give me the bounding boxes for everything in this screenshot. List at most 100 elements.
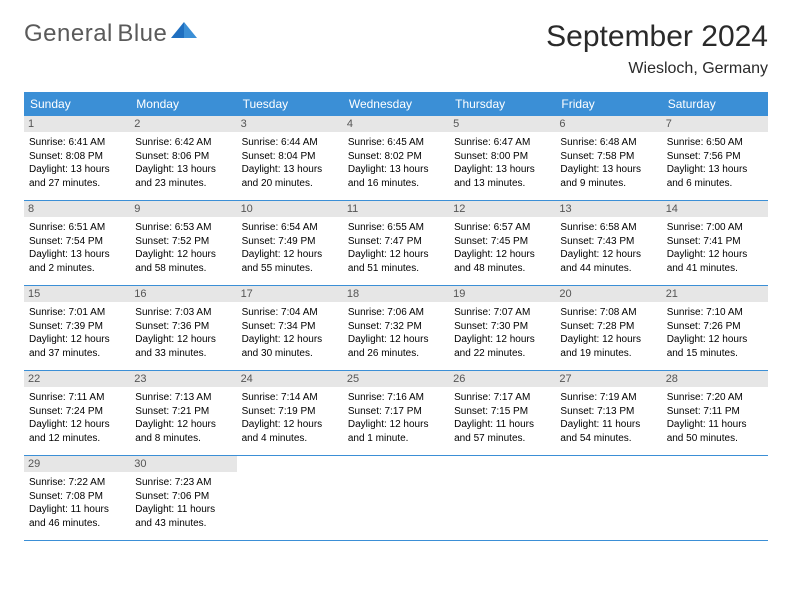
- day-number: 21: [662, 286, 768, 302]
- weekday-header: Monday: [130, 92, 236, 116]
- day-body: Sunrise: 6:45 AMSunset: 8:02 PMDaylight:…: [348, 136, 444, 190]
- day-number: 3: [237, 116, 343, 132]
- day-body: Sunrise: 6:48 AMSunset: 7:58 PMDaylight:…: [560, 136, 656, 190]
- day-cell: 17 Sunrise: 7:04 AMSunset: 7:34 PMDayligh…: [237, 286, 343, 370]
- logo-word1: General: [24, 20, 113, 47]
- day-number: 17: [237, 286, 343, 302]
- day-cell: [449, 456, 555, 540]
- day-cell: [662, 456, 768, 540]
- day-body: Sunrise: 7:16 AMSunset: 7:17 PMDaylight:…: [348, 391, 444, 445]
- day-body: Sunrise: 6:58 AMSunset: 7:43 PMDaylight:…: [560, 221, 656, 275]
- day-cell: 7 Sunrise: 6:50 AMSunset: 7:56 PMDaylight…: [662, 116, 768, 200]
- day-number: 30: [130, 456, 236, 472]
- day-cell: 29Sunrise: 7:22 AMSunset: 7:08 PMDayligh…: [24, 456, 130, 540]
- day-cell: 14 Sunrise: 7:00 AMSunset: 7:41 PMDayligh…: [662, 201, 768, 285]
- day-cell: 22Sunrise: 7:11 AMSunset: 7:24 PMDayligh…: [24, 371, 130, 455]
- day-cell: [237, 456, 343, 540]
- day-cell: 6 Sunrise: 6:48 AMSunset: 7:58 PMDaylight…: [555, 116, 661, 200]
- day-cell: 8 Sunrise: 6:51 AMSunset: 7:54 PMDaylight…: [24, 201, 130, 285]
- day-number: 22: [24, 371, 130, 387]
- day-body: Sunrise: 7:20 AMSunset: 7:11 PMDaylight:…: [667, 391, 763, 445]
- day-body: Sunrise: 6:57 AMSunset: 7:45 PMDaylight:…: [454, 221, 550, 275]
- weekday-header: Saturday: [662, 92, 768, 116]
- day-body: Sunrise: 6:42 AMSunset: 8:06 PMDaylight:…: [135, 136, 231, 190]
- day-cell: 13 Sunrise: 6:58 AMSunset: 7:43 PMDayligh…: [555, 201, 661, 285]
- day-number: 5: [449, 116, 555, 132]
- day-cell: 3 Sunrise: 6:44 AMSunset: 8:04 PMDaylight…: [237, 116, 343, 200]
- day-number: 12: [449, 201, 555, 217]
- day-body: Sunrise: 7:08 AMSunset: 7:28 PMDaylight:…: [560, 306, 656, 360]
- day-cell: 5 Sunrise: 6:47 AMSunset: 8:00 PMDaylight…: [449, 116, 555, 200]
- calendar-week-row: 22Sunrise: 7:11 AMSunset: 7:24 PMDayligh…: [24, 371, 768, 456]
- day-number: 11: [343, 201, 449, 217]
- day-cell: 27Sunrise: 7:19 AMSunset: 7:13 PMDayligh…: [555, 371, 661, 455]
- day-cell: 11 Sunrise: 6:55 AMSunset: 7:47 PMDayligh…: [343, 201, 449, 285]
- day-body: Sunrise: 6:54 AMSunset: 7:49 PMDaylight:…: [242, 221, 338, 275]
- day-body: Sunrise: 6:50 AMSunset: 7:56 PMDaylight:…: [667, 136, 763, 190]
- weekday-header: Friday: [555, 92, 661, 116]
- day-body: Sunrise: 7:04 AMSunset: 7:34 PMDaylight:…: [242, 306, 338, 360]
- logo-icon: [171, 20, 197, 43]
- weeks-container: 1 Sunrise: 6:41 AMSunset: 8:08 PMDaylight…: [24, 116, 768, 541]
- header: General Blue September 2024 Wiesloch, Ge…: [24, 20, 768, 78]
- day-cell: 30Sunrise: 7:23 AMSunset: 7:06 PMDayligh…: [130, 456, 236, 540]
- day-number: 4: [343, 116, 449, 132]
- day-body: Sunrise: 7:22 AMSunset: 7:08 PMDaylight:…: [29, 476, 125, 530]
- day-number: 28: [662, 371, 768, 387]
- day-cell: 1 Sunrise: 6:41 AMSunset: 8:08 PMDaylight…: [24, 116, 130, 200]
- day-number: 23: [130, 371, 236, 387]
- day-body: Sunrise: 6:44 AMSunset: 8:04 PMDaylight:…: [242, 136, 338, 190]
- day-body: Sunrise: 6:53 AMSunset: 7:52 PMDaylight:…: [135, 221, 231, 275]
- day-body: Sunrise: 7:00 AMSunset: 7:41 PMDaylight:…: [667, 221, 763, 275]
- month-title: September 2024: [546, 20, 768, 54]
- day-cell: 9Sunrise: 6:53 AMSunset: 7:52 PMDaylight…: [130, 201, 236, 285]
- day-number: 26: [449, 371, 555, 387]
- day-number: 15: [24, 286, 130, 302]
- day-cell: 28 Sunrise: 7:20 AMSunset: 7:11 PMDayligh…: [662, 371, 768, 455]
- day-body: Sunrise: 6:55 AMSunset: 7:47 PMDaylight:…: [348, 221, 444, 275]
- day-number: 16: [130, 286, 236, 302]
- day-body: Sunrise: 6:41 AMSunset: 8:08 PMDaylight:…: [29, 136, 125, 190]
- day-cell: [343, 456, 449, 540]
- day-number: 1: [24, 116, 130, 132]
- day-body: Sunrise: 7:13 AMSunset: 7:21 PMDaylight:…: [135, 391, 231, 445]
- day-number: 18: [343, 286, 449, 302]
- logo: General Blue: [24, 20, 197, 48]
- calendar-week-row: 15 Sunrise: 7:01 AMSunset: 7:39 PMDayligh…: [24, 286, 768, 371]
- day-body: Sunrise: 7:14 AMSunset: 7:19 PMDaylight:…: [242, 391, 338, 445]
- day-number: 14: [662, 201, 768, 217]
- day-body: Sunrise: 7:10 AMSunset: 7:26 PMDaylight:…: [667, 306, 763, 360]
- day-cell: 20Sunrise: 7:08 AMSunset: 7:28 PMDayligh…: [555, 286, 661, 370]
- location: Wiesloch, Germany: [546, 60, 768, 78]
- calendar-week-row: 8 Sunrise: 6:51 AMSunset: 7:54 PMDaylight…: [24, 201, 768, 286]
- day-cell: 2 Sunrise: 6:42 AMSunset: 8:06 PMDaylight…: [130, 116, 236, 200]
- day-number: 8: [24, 201, 130, 217]
- day-number: 19: [449, 286, 555, 302]
- weekday-header: Wednesday: [343, 92, 449, 116]
- calendar-week-row: 29Sunrise: 7:22 AMSunset: 7:08 PMDayligh…: [24, 456, 768, 541]
- day-body: Sunrise: 7:06 AMSunset: 7:32 PMDaylight:…: [348, 306, 444, 360]
- day-number: 7: [662, 116, 768, 132]
- day-cell: 24 Sunrise: 7:14 AMSunset: 7:19 PMDayligh…: [237, 371, 343, 455]
- day-number: 6: [555, 116, 661, 132]
- day-number: 24: [237, 371, 343, 387]
- day-cell: 25Sunrise: 7:16 AMSunset: 7:17 PMDayligh…: [343, 371, 449, 455]
- day-cell: 21 Sunrise: 7:10 AMSunset: 7:26 PMDayligh…: [662, 286, 768, 370]
- day-cell: 23 Sunrise: 7:13 AMSunset: 7:21 PMDayligh…: [130, 371, 236, 455]
- day-body: Sunrise: 6:47 AMSunset: 8:00 PMDaylight:…: [454, 136, 550, 190]
- title-block: September 2024 Wiesloch, Germany: [546, 20, 768, 78]
- weekday-header: Tuesday: [237, 92, 343, 116]
- weekday-header: Sunday: [24, 92, 130, 116]
- day-number: 2: [130, 116, 236, 132]
- calendar-week-row: 1 Sunrise: 6:41 AMSunset: 8:08 PMDaylight…: [24, 116, 768, 201]
- day-cell: 12 Sunrise: 6:57 AMSunset: 7:45 PMDayligh…: [449, 201, 555, 285]
- day-cell: 15 Sunrise: 7:01 AMSunset: 7:39 PMDayligh…: [24, 286, 130, 370]
- day-body: Sunrise: 7:01 AMSunset: 7:39 PMDaylight:…: [29, 306, 125, 360]
- day-number: 13: [555, 201, 661, 217]
- day-cell: 18 Sunrise: 7:06 AMSunset: 7:32 PMDayligh…: [343, 286, 449, 370]
- day-number: 27: [555, 371, 661, 387]
- day-cell: 16Sunrise: 7:03 AMSunset: 7:36 PMDayligh…: [130, 286, 236, 370]
- day-body: Sunrise: 6:51 AMSunset: 7:54 PMDaylight:…: [29, 221, 125, 275]
- logo-word2: Blue: [117, 20, 167, 47]
- day-cell: 19Sunrise: 7:07 AMSunset: 7:30 PMDayligh…: [449, 286, 555, 370]
